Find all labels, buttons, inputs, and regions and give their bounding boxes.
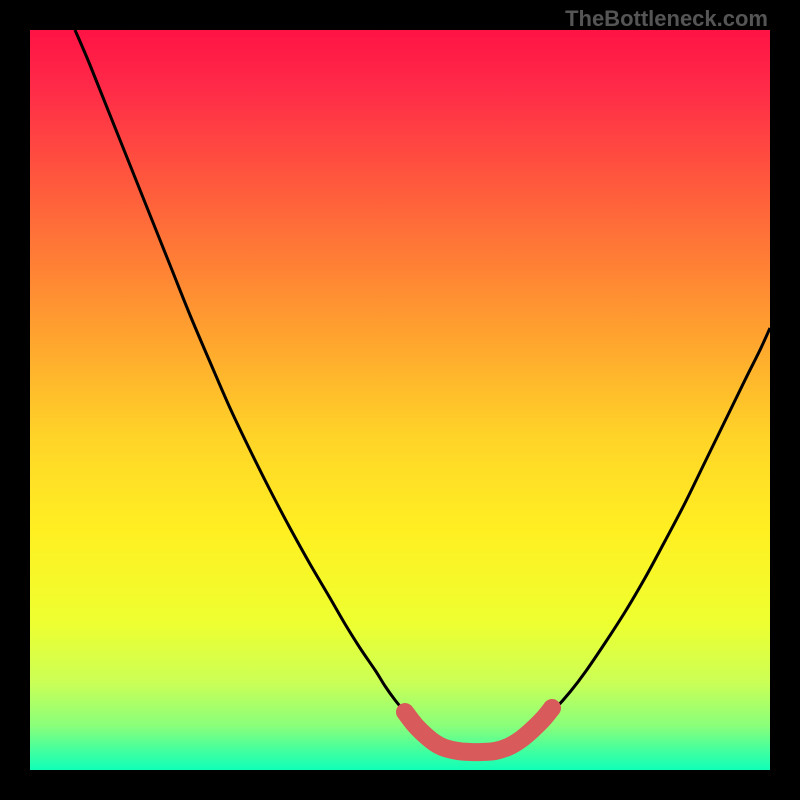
gradient-rect	[30, 30, 770, 770]
watermark-text: TheBottleneck.com	[565, 6, 768, 32]
gradient-background	[30, 30, 770, 770]
plot-area	[30, 30, 770, 770]
